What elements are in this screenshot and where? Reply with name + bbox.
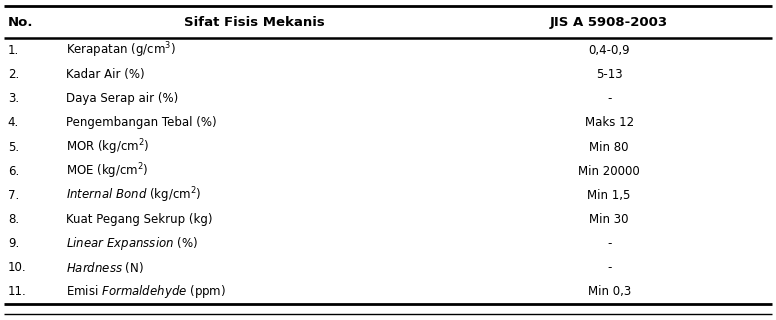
Text: Min 30: Min 30: [590, 213, 629, 226]
Text: Maks 12: Maks 12: [584, 116, 634, 129]
Text: Min 20000: Min 20000: [578, 165, 640, 178]
Text: 1.: 1.: [8, 44, 19, 57]
Text: Pengembangan Tebal (%): Pengembangan Tebal (%): [66, 116, 217, 129]
Text: Kerapatan (g/cm$^3$): Kerapatan (g/cm$^3$): [66, 41, 176, 60]
Text: Kuat Pegang Sekrup (kg): Kuat Pegang Sekrup (kg): [66, 213, 213, 226]
Text: 6.: 6.: [8, 165, 19, 178]
Text: Min 1,5: Min 1,5: [587, 189, 631, 202]
Text: -: -: [607, 237, 611, 250]
Text: $\it{Hardness}$ (N): $\it{Hardness}$ (N): [66, 260, 144, 275]
Text: 11.: 11.: [8, 285, 26, 299]
Text: 10.: 10.: [8, 261, 26, 274]
Text: Min 80: Min 80: [590, 140, 629, 154]
Text: 5.: 5.: [8, 140, 19, 154]
Text: -: -: [607, 261, 611, 274]
Text: MOE (kg/cm$^2$): MOE (kg/cm$^2$): [66, 161, 148, 181]
Text: 5-13: 5-13: [596, 68, 622, 81]
Text: 2.: 2.: [8, 68, 19, 81]
Text: -: -: [607, 92, 611, 105]
Text: $\it{Linear\ Expanssion}$ (%): $\it{Linear\ Expanssion}$ (%): [66, 235, 198, 252]
Text: Daya Serap air (%): Daya Serap air (%): [66, 92, 178, 105]
Text: No.: No.: [8, 16, 33, 29]
Text: Sifat Fisis Mekanis: Sifat Fisis Mekanis: [184, 16, 324, 29]
Text: Kadar Air (%): Kadar Air (%): [66, 68, 144, 81]
Text: 7.: 7.: [8, 189, 19, 202]
Text: Min 0,3: Min 0,3: [587, 285, 631, 299]
Text: 3.: 3.: [8, 92, 19, 105]
Text: JIS A 5908-2003: JIS A 5908-2003: [550, 16, 668, 29]
Text: 4.: 4.: [8, 116, 19, 129]
Text: 9.: 9.: [8, 237, 19, 250]
Text: Emisi $\it{Formaldehyde}$ (ppm): Emisi $\it{Formaldehyde}$ (ppm): [66, 284, 226, 300]
Text: 8.: 8.: [8, 213, 19, 226]
Text: $\it{Internal\ Bond}$ (kg/cm$^2$): $\it{Internal\ Bond}$ (kg/cm$^2$): [66, 186, 201, 205]
Text: 0,4-0,9: 0,4-0,9: [588, 44, 630, 57]
Text: MOR (kg/cm$^2$): MOR (kg/cm$^2$): [66, 137, 149, 157]
